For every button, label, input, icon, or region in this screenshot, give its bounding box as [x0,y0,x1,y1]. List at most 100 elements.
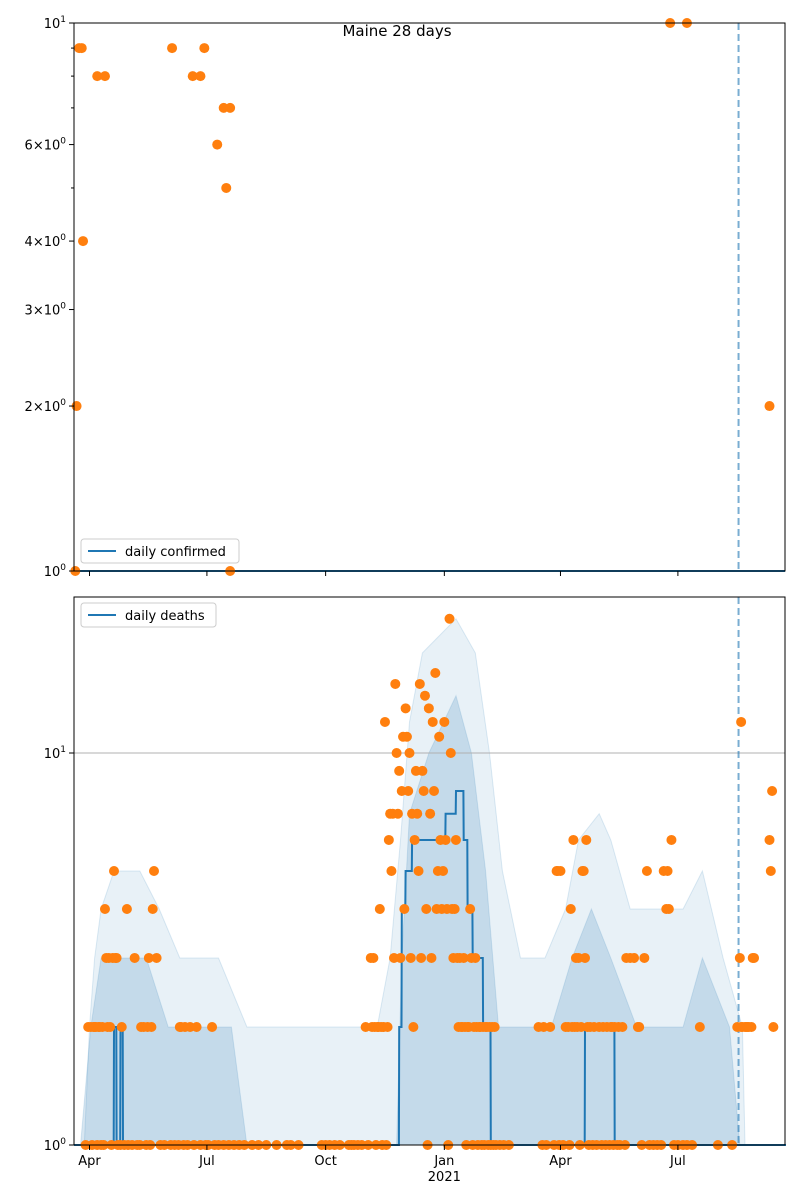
data-point [768,1021,779,1032]
y-tick-label: 101 [44,745,66,762]
data-point [225,102,236,113]
data-point [394,765,405,776]
legend-box [80,538,240,564]
data-point [129,952,140,963]
data-point [450,834,461,845]
data-point [629,952,640,963]
data-point [395,952,406,963]
data-point [199,43,210,54]
axes-frame [73,596,786,1146]
data-point [470,952,481,963]
y-tick-label: 101 [44,15,66,32]
data-point [416,952,427,963]
data-point [109,866,120,876]
uncertainty-band-inner [79,694,741,1146]
legend-box [80,602,217,628]
data-point [458,952,469,963]
data-point [151,952,162,963]
data-point [764,401,775,412]
data-point [666,834,677,845]
data-point [111,952,122,963]
bottom-panel: 100 101 Apr Jul Oct Jan Apr Jul 2021 daily death… [44,596,786,1185]
data-point [444,613,455,624]
data-point [662,866,673,876]
data-point [634,1021,645,1032]
data-point [438,866,449,876]
data-point [421,903,432,914]
data-point [207,1021,218,1032]
data-point [427,716,438,727]
data-point [195,71,206,82]
data-point [445,747,456,758]
data-point [149,866,160,876]
data-point [465,903,476,914]
data-point [449,903,460,914]
chart-title: Maine 28 days [342,22,451,40]
data-point [405,952,416,963]
data-point [403,785,414,796]
data-point [579,952,590,963]
data-point [191,1021,202,1032]
data-point [440,834,451,845]
data-point [663,903,674,914]
data-point [146,1021,157,1032]
data-point [419,690,430,701]
data-point [386,866,397,876]
y-tick-label: 6×100 [25,137,67,154]
data-point [99,903,110,914]
data-point [418,785,429,796]
x-tick-label: Oct [314,1154,336,1169]
data-point [425,808,436,819]
x-tick-label: Jul [669,1154,686,1169]
data-point [212,139,223,150]
y-tick-label: 3×100 [25,302,67,319]
data-point [639,952,650,963]
data-point [401,731,412,742]
data-point [399,903,410,914]
axes-frame [73,22,786,572]
data-point [412,808,423,819]
data-point [382,1021,393,1032]
data-point [392,808,403,819]
data-point [641,866,652,876]
data-point [167,43,178,54]
data-point [617,1021,628,1032]
data-point [379,716,390,727]
data-point [578,866,589,876]
data-point [429,785,440,796]
y-tick-label: 4×100 [25,233,67,250]
data-point [764,834,775,845]
data-point [736,716,747,727]
data-point [767,785,778,796]
x-tick-label: Jan [433,1154,454,1169]
data-point [116,1021,127,1032]
y-tick-label: 2×100 [25,398,67,415]
data-point [746,1021,757,1032]
legend-daily-deaths: daily deaths [80,602,217,628]
data-point [404,747,415,758]
data-point [694,1021,705,1032]
series-line [74,790,786,1146]
data-point [391,747,402,758]
data-point [78,236,89,247]
data-point [409,834,420,845]
x-tick-label: Apr [78,1154,101,1169]
data-point [408,1021,419,1032]
data-point [414,678,425,689]
data-point [555,866,566,876]
data-point [489,1021,500,1032]
data-point [423,703,434,714]
data-point [434,731,445,742]
data-point [147,903,158,914]
data-point [430,667,441,678]
data-point [99,71,110,82]
data-point [581,834,592,845]
x-tick-label: Jul [198,1154,215,1169]
data-point [439,716,450,727]
data-point [400,703,411,714]
data-point [92,71,103,82]
data-point [413,866,424,876]
data-point [368,952,379,963]
data-point [749,952,760,963]
